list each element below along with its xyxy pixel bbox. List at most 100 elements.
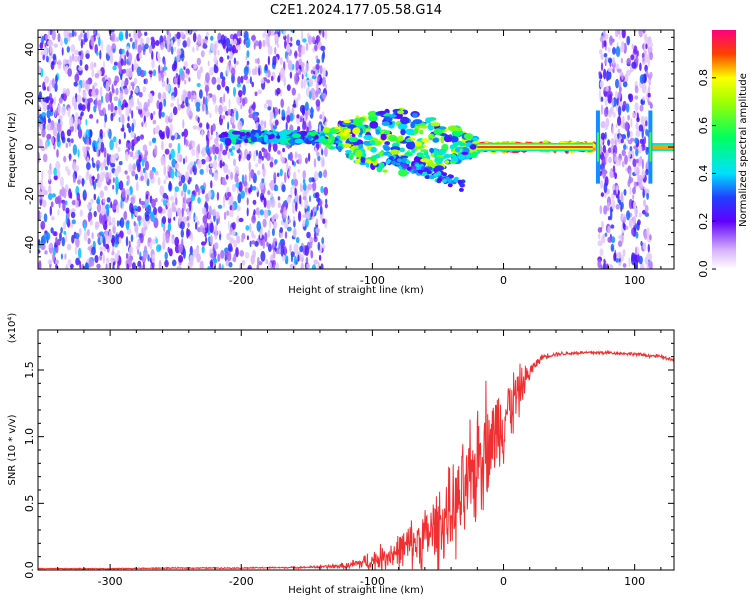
spectrogram-cell — [99, 86, 103, 98]
spectrogram-cell — [38, 65, 42, 75]
spectrogram-cell — [634, 85, 639, 94]
spectrogram-cell — [119, 217, 125, 229]
spectrogram-cell — [105, 171, 110, 182]
spectrogram-cell — [316, 204, 319, 211]
spectrogram-cell — [600, 220, 604, 230]
spectrogram-cell — [457, 179, 463, 184]
spectrogram-cell — [143, 101, 149, 112]
spectrogram-cell — [126, 263, 129, 269]
spectrogram-cell — [106, 207, 110, 217]
spectrogram-cell — [227, 151, 231, 160]
spectrogram-cell — [174, 46, 177, 52]
spectrogram-cell — [176, 152, 180, 162]
spectrogram-cell — [631, 111, 636, 119]
spectrogram-cell — [134, 86, 139, 94]
spectrogram-cell — [99, 190, 105, 199]
spectrogram-cell — [103, 158, 107, 167]
spectrogram-cell — [648, 253, 653, 261]
spectrogram-cell — [74, 49, 79, 56]
spectrogram-cell — [137, 266, 140, 269]
spectrogram-cell — [73, 31, 77, 37]
spectrogram-cell — [315, 99, 321, 107]
spectrogram-cell — [303, 78, 306, 89]
spectrogram-cell — [173, 76, 178, 85]
spectrogram-cell — [130, 90, 133, 96]
spectrogram-cell — [182, 94, 186, 100]
spectrogram-cell — [388, 156, 394, 161]
spectrogram-cell — [236, 235, 241, 244]
spectrogram-cell — [104, 113, 108, 123]
spectrogram-cell — [112, 184, 115, 190]
spectrogram-cell — [74, 165, 80, 172]
spectrogram-cell — [99, 254, 103, 261]
spectrogram-cell — [98, 36, 101, 47]
spectrogram-cell — [127, 52, 133, 63]
spectrogram-cell — [49, 41, 54, 46]
spectrogram-cell — [649, 51, 653, 61]
spectrogram-cell — [308, 120, 312, 131]
spectrogram-cell — [380, 133, 387, 141]
spectrogram-cell — [75, 257, 80, 266]
spectrogram-cell — [618, 158, 621, 166]
colorbar-tick-label: 0.4 — [697, 165, 710, 183]
spectrogram-cell — [301, 107, 305, 116]
spectrogram-cell — [156, 244, 161, 253]
spectrogram-cell — [177, 104, 182, 111]
spectrogram-cell — [258, 150, 263, 161]
spectrogram-cell — [248, 67, 251, 77]
spectrogram-cell — [351, 133, 356, 138]
spectrogram-cell — [138, 108, 143, 115]
spectrogram-cell — [161, 216, 167, 225]
spectrogram-cell — [238, 181, 243, 192]
spectrogram-cell — [40, 212, 43, 218]
colorbar-ticks: 0.0 0.2 0.4 0.6 0.8 — [697, 69, 716, 278]
spectrogram-cell — [292, 171, 297, 182]
spectrogram-cell — [612, 68, 615, 73]
spectrogram-cell — [170, 148, 176, 160]
spectrogram-cell — [615, 46, 621, 58]
spectrogram-cell — [352, 127, 361, 135]
spectrogram-cell — [227, 243, 233, 252]
spectrogram-cell — [300, 201, 303, 207]
spectrogram-cell — [623, 144, 627, 151]
spectrogram-cell — [622, 216, 627, 224]
spectrogram-cell — [113, 199, 118, 207]
spectrogram-cell — [299, 254, 305, 262]
spectrogram-cell — [600, 132, 606, 140]
spectrogram-cell — [199, 224, 203, 233]
spectrogram-cell — [96, 179, 102, 188]
spectrogram-cell — [274, 46, 277, 55]
spectrogram-cell — [165, 84, 170, 92]
spectrogram-cell — [217, 253, 221, 262]
spectrogram-cell — [279, 168, 283, 177]
spectrogram-cell — [77, 55, 80, 62]
spectrogram-cell — [645, 128, 649, 136]
spectrogram-cell — [250, 169, 255, 179]
spectrogram-cell — [279, 227, 283, 234]
spectrogram-cell — [385, 160, 391, 165]
spectrogram-cell — [215, 224, 218, 233]
spectrogram-cell — [152, 207, 158, 216]
spectrogram-cell — [635, 122, 639, 130]
spectrogram-cell — [261, 155, 264, 161]
spectrogram-cell — [190, 93, 194, 103]
spectrogram-cell — [309, 90, 312, 100]
spectrogram-cell — [293, 228, 297, 238]
spectrogram-cell — [261, 178, 265, 184]
spectrogram-cell — [277, 202, 281, 209]
spectrogram-cell — [211, 208, 217, 217]
spectrogram-cell — [175, 197, 178, 206]
spectrogram-cell — [144, 121, 147, 128]
spectrogram-cell — [235, 44, 241, 51]
spectrogram-cell — [268, 142, 272, 153]
spectrogram-cell — [53, 175, 58, 181]
spectrogram-cell — [632, 158, 637, 167]
spectrogram-cell — [174, 33, 177, 41]
spectrogram-cell — [297, 168, 300, 173]
spectrogram-cell — [213, 55, 218, 64]
spectrogram-cell — [604, 131, 607, 140]
spectrogram-cell — [263, 148, 268, 159]
spectrogram-cell — [314, 44, 318, 52]
spectrogram-cell — [176, 48, 182, 56]
spectrogram-cell — [250, 254, 255, 265]
